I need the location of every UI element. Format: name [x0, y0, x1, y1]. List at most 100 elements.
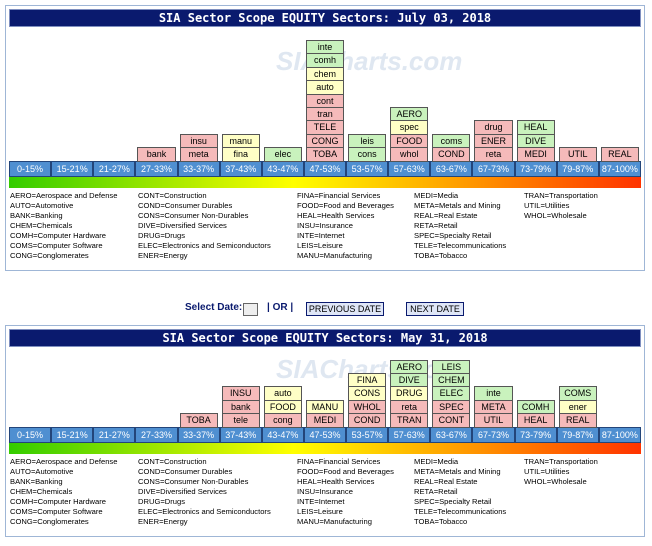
- sector-cell: cons: [348, 147, 387, 162]
- sector-cell: bank: [137, 147, 176, 162]
- range-bin: 63-67%: [430, 160, 473, 177]
- range-bin: 27-33%: [135, 160, 178, 177]
- sector-cell: META: [474, 399, 513, 415]
- range-bin: 87-100%: [598, 426, 641, 443]
- sector-cell: SPEC: [432, 399, 471, 415]
- sector-cell: FOOD: [390, 133, 429, 149]
- range-bin: 33-37%: [177, 426, 220, 443]
- sector-cell: DIVE: [516, 133, 555, 149]
- watermark: SIACharts.com: [276, 46, 463, 76]
- range-bin: 37-43%: [219, 160, 262, 177]
- legend-entry: FINA=Financial Services: [297, 456, 381, 466]
- sector-cell: COND: [432, 147, 471, 162]
- sector-cell: manu: [221, 133, 260, 149]
- legend-entry: HEAL=Health Services: [297, 476, 375, 486]
- sector-cell: ener: [558, 399, 597, 415]
- sector-cell: LEIS: [432, 359, 471, 374]
- legend-entry: TRAN=Transportation: [524, 190, 598, 200]
- sector-cell: CONG: [305, 133, 345, 149]
- legend-entry: INTE=Internet: [297, 496, 345, 506]
- sector-cell: TOBA: [305, 147, 345, 162]
- legend-entry: HEAL=Health Services: [297, 210, 375, 220]
- legend-entry: RETA=Retail: [414, 486, 458, 496]
- sector-cell: HEAL: [516, 120, 555, 135]
- legend-entry: WHOL=Wholesale: [524, 476, 587, 486]
- legend-entry: COND=Consumer Durables: [138, 466, 233, 476]
- legend-entry: AERO=Aerospace and Defense: [10, 456, 118, 466]
- range-bin: 53-57%: [346, 426, 389, 443]
- sector-cell: TRAN: [390, 413, 429, 428]
- legend-entry: LEIS=Leisure: [297, 240, 343, 250]
- sector-cell: UTIL: [558, 147, 597, 162]
- legend-entry: AERO=Aerospace and Defense: [10, 190, 118, 200]
- legend-entry: DIVE=Diversified Services: [138, 486, 227, 496]
- sector-cell: insu: [179, 133, 218, 149]
- legend-entry: AUTO=Automotive: [10, 466, 74, 476]
- sector-cell: FINA: [348, 372, 387, 388]
- sector-cell: reta: [390, 399, 429, 415]
- range-bin: 43-47%: [261, 160, 304, 177]
- sector-cell: MEDI: [305, 413, 345, 428]
- sector-cell: CHEM: [432, 372, 471, 388]
- range-bin: 63-67%: [430, 426, 473, 443]
- separator: | OR |: [267, 302, 294, 313]
- sector-cell: TELE: [305, 120, 345, 135]
- panel-title: SIA Sector Scope EQUITY Sectors: July 03…: [9, 9, 641, 27]
- sector-cell: ELEC: [432, 386, 471, 401]
- range-bin: 27-33%: [135, 426, 178, 443]
- legend-entry: ENER=Energy: [138, 516, 188, 526]
- legend-entry: CHEM=Chemicals: [10, 220, 73, 230]
- legend-entry: TELE=Telecommunications: [414, 506, 507, 516]
- legend-entry: UTIL=Utilities: [524, 200, 570, 210]
- range-bin: 73-79%: [514, 160, 557, 177]
- legend-entry: MANU=Manufacturing: [297, 250, 372, 260]
- legend-entry: CONS=Consumer Non-Durables: [138, 210, 249, 220]
- range-bin: 53-57%: [346, 160, 389, 177]
- sector-cell: fina: [221, 147, 260, 162]
- legend-entry: REAL=Real Estate: [414, 476, 478, 486]
- range-bin: 79-87%: [556, 426, 599, 443]
- panel-title: SIA Sector Scope EQUITY Sectors: May 31,…: [9, 328, 641, 347]
- legend-entry: INTE=Internet: [297, 230, 345, 240]
- sector-cell: inte: [474, 386, 513, 401]
- calendar-icon[interactable]: [243, 303, 258, 316]
- range-bin: 43-47%: [261, 426, 304, 443]
- sector-cell: AERO: [390, 359, 429, 374]
- range-bin: 0-15%: [9, 426, 52, 443]
- range-bin: 0-15%: [9, 160, 52, 177]
- sector-cell: whol: [390, 147, 429, 162]
- legend-entry: ENER=Energy: [138, 250, 188, 260]
- legend-entry: SPEC=Specialty Retail: [414, 230, 492, 240]
- sector-cell: MANU: [305, 399, 345, 415]
- range-bin: 73-79%: [514, 426, 557, 443]
- legend-entry: INSU=Insurance: [297, 486, 353, 496]
- legend-entry: CONS=Consumer Non-Durables: [138, 476, 249, 486]
- sector-cell: cont: [305, 93, 345, 108]
- legend-entry: CONT=Construction: [138, 190, 207, 200]
- next-date-button[interactable]: NEXT DATE: [406, 302, 464, 316]
- sector-cell: elec: [263, 147, 302, 162]
- legend-entry: TRAN=Transportation: [524, 456, 598, 466]
- range-bin: 47-53%: [303, 426, 347, 443]
- legend-entry: CHEM=Chemicals: [10, 486, 73, 496]
- sector-cell: chem: [305, 66, 345, 82]
- sector-cell: WHOL: [348, 399, 387, 415]
- range-bin: 67-73%: [472, 160, 515, 177]
- legend-entry: TELE=Telecommunications: [414, 240, 507, 250]
- sector-cell: UTIL: [474, 413, 513, 428]
- sector-cell: CONT: [432, 413, 471, 428]
- sector-cell: auto: [263, 386, 302, 401]
- sector-cell: tele: [221, 413, 260, 428]
- legend-entry: CONG=Conglomerates: [10, 250, 89, 260]
- sector-cell: HEAL: [516, 413, 555, 428]
- legend-entry: ELEC=Electronics and Semiconductors: [138, 506, 271, 516]
- legend-entry: CONT=Construction: [138, 456, 207, 466]
- legend-entry: RETA=Retail: [414, 220, 458, 230]
- legend-entry: LEIS=Leisure: [297, 506, 343, 516]
- previous-date-button[interactable]: PREVIOUS DATE: [306, 302, 384, 316]
- legend-entry: INSU=Insurance: [297, 220, 353, 230]
- legend-entry: BANK=Banking: [10, 210, 63, 220]
- sector-cell: coms: [432, 133, 471, 149]
- legend-entry: TOBA=Tobacco: [414, 250, 468, 260]
